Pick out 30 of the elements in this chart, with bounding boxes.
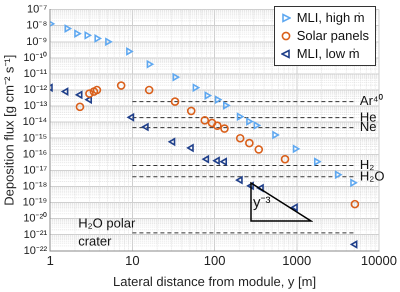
x-tick-label: 1000 (282, 253, 312, 268)
y-tick-label: 10⁻¹⁵ (22, 132, 48, 144)
x-axis-title: Lateral distance from module, y [m] (113, 274, 316, 289)
y-tick-label: 10⁻⁸ (26, 20, 48, 32)
y-tick-label: 10⁻¹⁰ (23, 50, 48, 64)
x-tick-label: 10000 (360, 253, 398, 268)
ref-line-label: Ar⁴⁰ (360, 93, 384, 108)
y-tick-label: 10⁻¹⁹ (22, 196, 48, 209)
legend-label: MLI, low ṁ (296, 45, 360, 63)
y-tick-label: 10⁻¹⁴ (22, 116, 48, 128)
y-tick-label: 10⁻⁹ (26, 36, 48, 48)
x-tick-label: 10 (125, 253, 140, 268)
annotation: y⁻³ (253, 194, 270, 212)
y-tick-label: 10⁻¹¹ (24, 68, 48, 80)
y-tick-label: 10⁻¹² (24, 84, 48, 96)
legend-label: Solar panels (296, 27, 369, 45)
y-tick-label: 10⁻²² (24, 244, 48, 257)
x-tick-label: 100 (204, 253, 226, 268)
legend-label: MLI, high ṁ (296, 9, 365, 27)
y-tick-label: 10⁻¹³ (24, 100, 48, 112)
ref-line-label: H₂ (360, 157, 374, 172)
y-tick-label: 10⁻¹⁸ (22, 180, 48, 193)
y-tick-label: 10⁻¹⁷ (23, 164, 48, 176)
y-axis-title: Deposition flux [g cm⁻² s⁻¹] (1, 54, 16, 206)
y-tick-label: 10⁻¹⁶ (22, 148, 48, 160)
ref-line-label: H₂O polar crater (78, 215, 136, 248)
y-tick-label: 10⁻²⁰ (23, 212, 48, 225)
x-tick-label: 1 (46, 253, 54, 268)
y-tick-label: 10⁻²¹ (24, 228, 48, 241)
y-tick-label: 10⁻⁷ (27, 4, 48, 16)
